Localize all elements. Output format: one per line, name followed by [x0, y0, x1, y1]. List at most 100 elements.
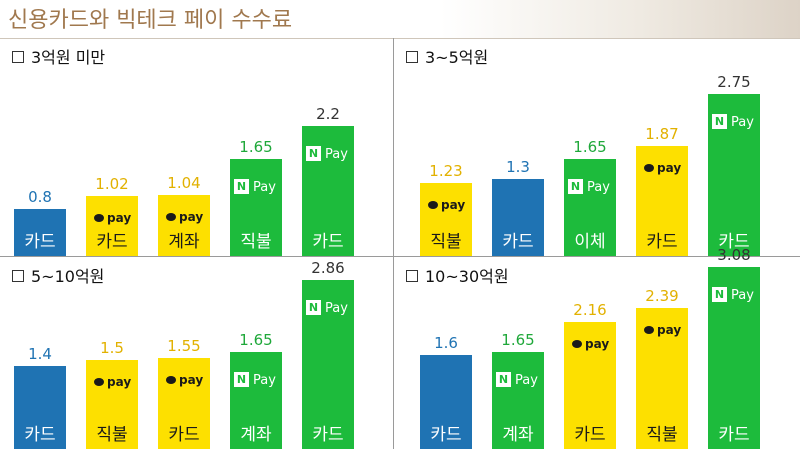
- bar-value-label: 1.4: [28, 345, 52, 363]
- bar-value-label: 1.65: [573, 138, 607, 156]
- panel-title-text: 3~5억원: [425, 48, 489, 67]
- panel-title-text: 3억원 미만: [31, 48, 106, 67]
- bar-category-label: 카드: [24, 232, 56, 252]
- bar-value-label: 1.02: [95, 175, 129, 193]
- speech-bubble-icon: [94, 214, 104, 222]
- bar: 계좌 N Pay: [230, 352, 282, 449]
- naver-n-icon: N: [568, 179, 583, 194]
- panel-500m-1b: 5~10억원 카드 1.4 직불 pay 1.5 카드 pay 1.55 계좌 N Pay 1.65 카드…: [0, 257, 393, 449]
- kakaopay-text: pay: [657, 323, 682, 337]
- naverpay-logo-icon: N Pay: [234, 372, 276, 388]
- bar: 카드 N Pay: [708, 94, 760, 256]
- bar-category-label: 계좌: [502, 425, 534, 445]
- title-bar: 신용카드와 빅테크 페이 수수료: [0, 0, 800, 39]
- panel-title: 5~10억원: [12, 263, 104, 287]
- bar: 카드: [14, 366, 66, 449]
- panel-title: 10~30억원: [406, 263, 509, 287]
- bar-value-label: 2.2: [316, 105, 340, 123]
- bar-category-label: 계좌: [168, 232, 200, 252]
- bar-value-label: 1.6: [434, 334, 458, 352]
- bar-value-label: 2.39: [645, 287, 679, 305]
- panel-title: 3~5억원: [406, 44, 488, 68]
- speech-bubble-icon: [166, 213, 176, 221]
- bar: 카드: [420, 355, 472, 449]
- bar-category-label: 카드: [312, 425, 344, 445]
- naverpay-text: Pay: [515, 373, 538, 388]
- kakaopay-text: pay: [179, 210, 204, 224]
- bar-category-label: 직불: [646, 425, 678, 445]
- checkbox-icon: [12, 51, 24, 63]
- bar: 직불 pay: [420, 183, 472, 256]
- kakaopay-text: pay: [657, 161, 682, 175]
- bar-category-label: 카드: [502, 232, 534, 252]
- naverpay-logo-icon: N Pay: [306, 146, 348, 162]
- kakaopay-logo-icon: pay: [166, 373, 203, 387]
- bar: 계좌 N Pay: [492, 352, 544, 449]
- kakaopay-logo-icon: pay: [94, 375, 131, 389]
- naverpay-logo-icon: N Pay: [306, 300, 348, 316]
- bar: 직불 N Pay: [230, 159, 282, 256]
- bar-value-label: 2.75: [717, 73, 751, 91]
- kakaopay-logo-icon: pay: [428, 198, 465, 212]
- naver-n-icon: N: [306, 146, 321, 161]
- kakaopay-text: pay: [441, 198, 466, 212]
- bar: 카드 pay: [158, 358, 210, 449]
- bar-value-label: 1.87: [645, 125, 679, 143]
- kakaopay-text: pay: [107, 211, 132, 225]
- bar-value-label: 1.55: [167, 337, 201, 355]
- naverpay-text: Pay: [587, 180, 610, 195]
- bar-value-label: 1.65: [239, 138, 273, 156]
- naver-n-icon: N: [234, 179, 249, 194]
- bar-value-label: 1.3: [506, 158, 530, 176]
- speech-bubble-icon: [644, 164, 654, 172]
- bar: 카드: [492, 179, 544, 256]
- bar-value-label: 2.16: [573, 301, 607, 319]
- bar-value-label: 0.8: [28, 188, 52, 206]
- naverpay-text: Pay: [731, 115, 754, 130]
- naver-n-icon: N: [234, 372, 249, 387]
- bar: 카드 N Pay: [708, 267, 760, 449]
- naverpay-text: Pay: [731, 288, 754, 303]
- bar-category-label: 이체: [574, 232, 606, 252]
- checkbox-icon: [406, 270, 418, 282]
- naverpay-logo-icon: N Pay: [496, 372, 538, 388]
- bar-category-label: 계좌: [240, 425, 272, 445]
- bar-category-label: 카드: [718, 232, 750, 252]
- kakaopay-logo-icon: pay: [94, 211, 131, 225]
- speech-bubble-icon: [166, 376, 176, 384]
- bar: 카드 pay: [564, 322, 616, 449]
- bar: 카드 N Pay: [302, 280, 354, 449]
- bar-value-label: 1.65: [501, 331, 535, 349]
- speech-bubble-icon: [644, 326, 654, 334]
- kakaopay-text: pay: [179, 373, 204, 387]
- naver-n-icon: N: [712, 114, 727, 129]
- bar-category-label: 카드: [430, 425, 462, 445]
- bar-category-label: 카드: [24, 425, 56, 445]
- speech-bubble-icon: [572, 340, 582, 348]
- bar-value-label: 1.5: [100, 339, 124, 357]
- naverpay-logo-icon: N Pay: [712, 287, 754, 303]
- naverpay-logo-icon: N Pay: [568, 179, 610, 195]
- bar-category-label: 카드: [646, 232, 678, 252]
- divider-horizontal: [0, 256, 800, 257]
- page-title: 신용카드와 빅테크 페이 수수료: [8, 8, 293, 33]
- naverpay-text: Pay: [325, 147, 348, 162]
- bar-value-label: 1.23: [429, 162, 463, 180]
- bar-category-label: 직불: [240, 232, 272, 252]
- kakaopay-logo-icon: pay: [166, 210, 203, 224]
- naverpay-logo-icon: N Pay: [234, 179, 276, 195]
- bar: 직불 pay: [636, 308, 688, 449]
- bar-value-label: 2.86: [311, 259, 345, 277]
- bar-category-label: 직불: [96, 425, 128, 445]
- naver-n-icon: N: [712, 287, 727, 302]
- checkbox-icon: [406, 51, 418, 63]
- bar-category-label: 카드: [574, 425, 606, 445]
- kakaopay-logo-icon: pay: [644, 161, 681, 175]
- bar-category-label: 카드: [168, 425, 200, 445]
- bar-value-label: 3.08: [717, 246, 751, 264]
- kakaopay-text: pay: [585, 337, 610, 351]
- naverpay-text: Pay: [325, 301, 348, 316]
- panel-title-text: 10~30억원: [425, 267, 509, 286]
- panel-title: 3억원 미만: [12, 44, 105, 68]
